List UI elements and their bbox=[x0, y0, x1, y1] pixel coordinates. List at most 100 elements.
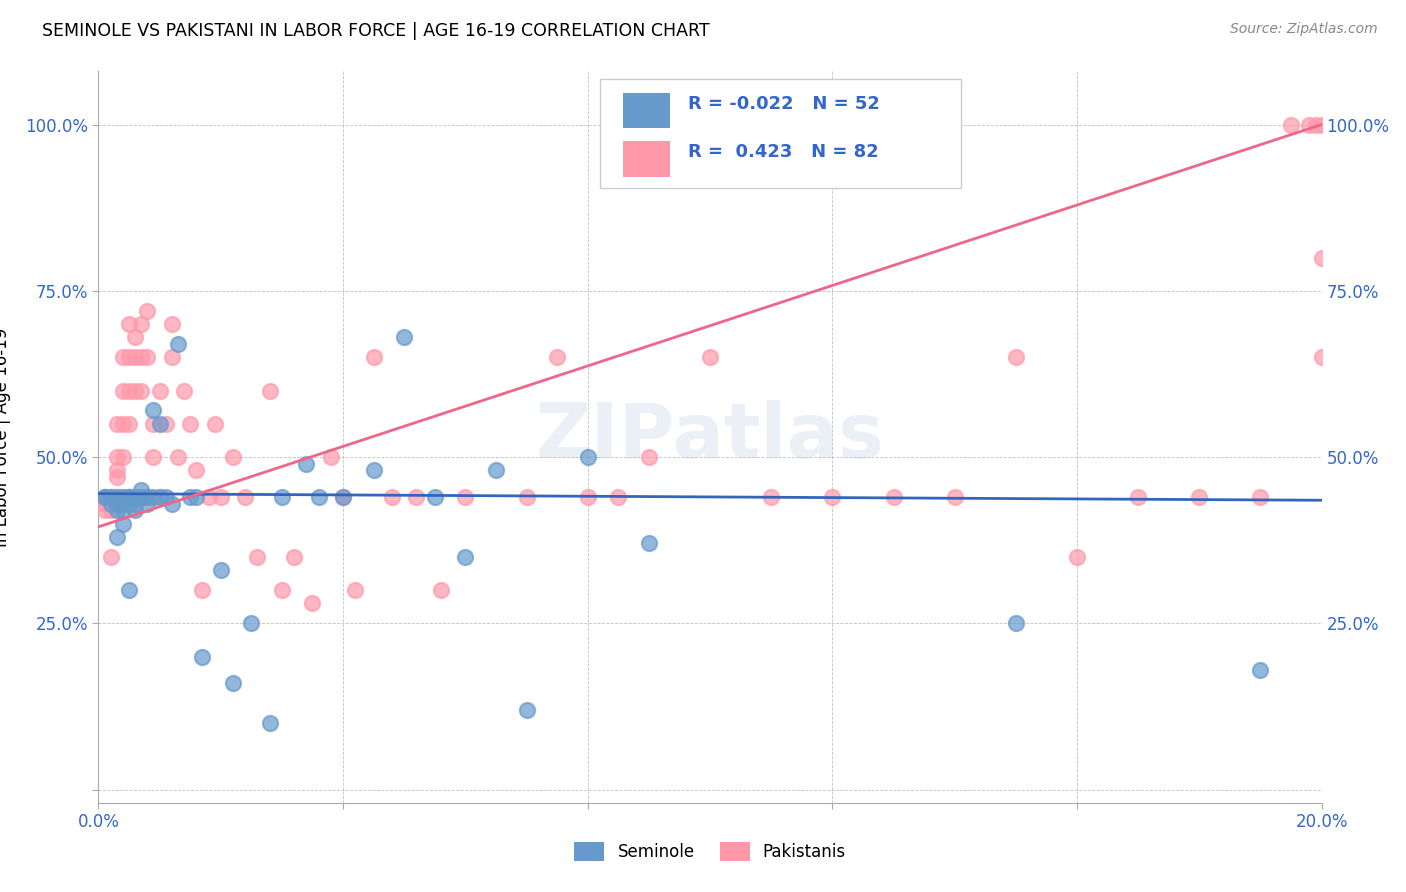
Point bbox=[118, 317, 141, 331]
Point bbox=[485, 463, 508, 477]
Point bbox=[124, 497, 146, 511]
Point bbox=[149, 384, 172, 398]
Point bbox=[454, 549, 477, 564]
Point bbox=[179, 490, 201, 504]
Y-axis label: In Labor Force | Age 16-19: In Labor Force | Age 16-19 bbox=[0, 327, 11, 547]
Point bbox=[167, 337, 190, 351]
Point bbox=[516, 703, 538, 717]
Point bbox=[283, 549, 305, 564]
Point bbox=[209, 490, 232, 504]
Point bbox=[118, 490, 141, 504]
Point bbox=[381, 490, 404, 504]
Point bbox=[430, 582, 453, 597]
Point bbox=[149, 490, 172, 504]
FancyBboxPatch shape bbox=[623, 94, 669, 128]
Point bbox=[118, 384, 141, 398]
Text: ZIPatlas: ZIPatlas bbox=[536, 401, 884, 474]
Text: R =  0.423   N = 82: R = 0.423 N = 82 bbox=[688, 143, 879, 161]
Point bbox=[129, 490, 152, 504]
Point bbox=[100, 497, 122, 511]
Point bbox=[191, 582, 214, 597]
Point bbox=[111, 417, 134, 431]
Point bbox=[405, 490, 427, 504]
Point bbox=[111, 490, 134, 504]
Point bbox=[319, 450, 342, 464]
Point bbox=[111, 503, 134, 517]
Point bbox=[100, 490, 122, 504]
Point bbox=[93, 490, 115, 504]
Point bbox=[105, 417, 128, 431]
Point bbox=[93, 497, 115, 511]
Point bbox=[160, 497, 183, 511]
Point bbox=[222, 676, 245, 690]
FancyBboxPatch shape bbox=[600, 78, 960, 188]
Text: R = -0.022   N = 52: R = -0.022 N = 52 bbox=[688, 95, 880, 112]
Point bbox=[155, 490, 177, 504]
Point bbox=[516, 490, 538, 504]
Point bbox=[1249, 490, 1271, 504]
Point bbox=[576, 490, 599, 504]
Point bbox=[363, 351, 385, 365]
Text: SEMINOLE VS PAKISTANI IN LABOR FORCE | AGE 16-19 CORRELATION CHART: SEMINOLE VS PAKISTANI IN LABOR FORCE | A… bbox=[42, 22, 710, 40]
Point bbox=[1188, 490, 1211, 504]
Point bbox=[105, 470, 128, 484]
Point bbox=[111, 384, 134, 398]
Point bbox=[576, 450, 599, 464]
Point bbox=[124, 384, 146, 398]
Point bbox=[821, 490, 844, 504]
Point bbox=[142, 417, 165, 431]
Point bbox=[546, 351, 568, 365]
Point bbox=[240, 616, 263, 631]
Point bbox=[259, 384, 281, 398]
Point bbox=[167, 450, 190, 464]
Point bbox=[149, 490, 172, 504]
Point bbox=[136, 490, 159, 504]
Point bbox=[308, 490, 330, 504]
Point bbox=[118, 582, 141, 597]
Point bbox=[1004, 616, 1026, 631]
Point bbox=[118, 490, 141, 504]
Legend: Seminole, Pakistanis: Seminole, Pakistanis bbox=[568, 835, 852, 868]
Point bbox=[124, 490, 146, 504]
Point bbox=[1066, 549, 1088, 564]
Point bbox=[1279, 118, 1302, 132]
Point bbox=[179, 417, 201, 431]
Point bbox=[129, 483, 152, 498]
Point bbox=[883, 490, 905, 504]
Point bbox=[118, 417, 141, 431]
Point bbox=[118, 351, 141, 365]
Point bbox=[204, 417, 226, 431]
Text: Source: ZipAtlas.com: Source: ZipAtlas.com bbox=[1230, 22, 1378, 37]
Point bbox=[259, 716, 281, 731]
Point bbox=[136, 490, 159, 504]
Point bbox=[173, 384, 195, 398]
Point bbox=[129, 351, 152, 365]
Point bbox=[1249, 663, 1271, 677]
Point bbox=[160, 351, 183, 365]
Point bbox=[295, 457, 318, 471]
Point bbox=[124, 503, 146, 517]
Point bbox=[186, 463, 208, 477]
Point bbox=[105, 530, 128, 544]
Point bbox=[246, 549, 269, 564]
Point bbox=[111, 450, 134, 464]
Point bbox=[118, 490, 141, 504]
Point bbox=[93, 490, 115, 504]
Point bbox=[136, 497, 159, 511]
Point bbox=[129, 384, 152, 398]
Point bbox=[100, 503, 122, 517]
Point bbox=[454, 490, 477, 504]
Point bbox=[344, 582, 367, 597]
Point bbox=[105, 450, 128, 464]
Point bbox=[149, 417, 172, 431]
Point bbox=[160, 317, 183, 331]
Point bbox=[129, 317, 152, 331]
Point bbox=[301, 596, 323, 610]
Point bbox=[270, 490, 292, 504]
Point bbox=[111, 490, 134, 504]
Point bbox=[100, 497, 122, 511]
Point bbox=[118, 497, 141, 511]
Point bbox=[136, 351, 159, 365]
Point bbox=[105, 490, 128, 504]
Point bbox=[637, 450, 661, 464]
